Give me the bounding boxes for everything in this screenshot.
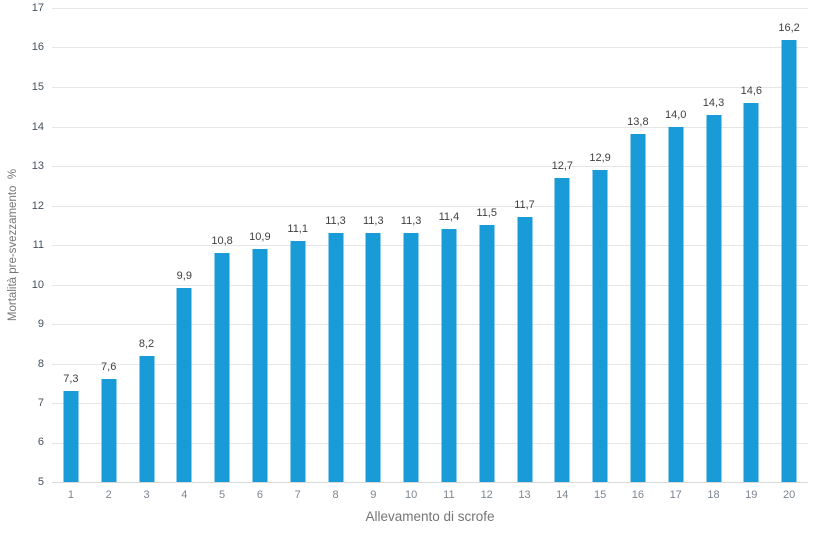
bar-value-label: 11,4 (438, 211, 460, 224)
gridline (52, 8, 808, 9)
y-axis: 5 6 7 8 9 10 11 12 13 14 15 16 17 (0, 2, 44, 488)
bar (403, 233, 419, 482)
x-axis-tick-label: 12 (480, 489, 493, 501)
bar (706, 114, 721, 482)
y-axis-tick-label: 16 (31, 41, 44, 54)
y-axis-tick-label: 11 (32, 239, 44, 251)
y-axis-tick-label: 13 (31, 159, 44, 172)
bar (252, 248, 268, 482)
bar (365, 233, 381, 482)
y-axis-tick-label: 6 (37, 436, 44, 449)
bar-value-label: 11,7 (514, 199, 535, 212)
x-axis-tick-label: 10 (404, 489, 418, 501)
x-axis-tick-label: 2 (105, 489, 112, 501)
x-axis-tick-label: 11 (443, 489, 455, 501)
gridline (52, 442, 808, 444)
bar (517, 217, 532, 482)
gridline (52, 363, 808, 365)
x-axis-tick-label: 14 (556, 489, 569, 501)
x-axis: 1 2 3 4 5 6 7 8 9 10 11 12 13 14 15 16 17 18 19 20 (52, 489, 808, 504)
gridline (52, 403, 808, 404)
x-axis-tick-label: 4 (181, 489, 188, 501)
y-axis-tick-label: 15 (31, 80, 44, 93)
gridline (52, 126, 808, 128)
bar-value-label: 11,1 (287, 223, 308, 236)
gridline (52, 323, 808, 325)
bar-value-label: 13,8 (627, 116, 649, 129)
bar (441, 229, 457, 482)
y-axis-tick-label: 10 (31, 278, 44, 291)
x-axis-tick-label: 1 (67, 489, 74, 501)
x-axis-tick-label: 13 (518, 489, 531, 501)
bar-value-label: 12,7 (551, 159, 574, 172)
x-axis-tick-label: 9 (370, 489, 377, 501)
bar (139, 355, 154, 482)
x-axis-title: Allevamento di scrofe (365, 509, 495, 524)
bar (101, 379, 117, 482)
x-axis-tick-label: 6 (256, 489, 263, 501)
bar-value-label: 8,2 (138, 337, 155, 350)
bar-value-label: 10,9 (249, 230, 271, 243)
bar (290, 241, 306, 482)
bar-value-label: 16,2 (778, 21, 800, 34)
x-axis-tick-label: 16 (631, 489, 645, 501)
x-axis-tick-label: 20 (782, 489, 796, 501)
y-axis-tick-label: 5 (37, 476, 44, 488)
x-axis-tick-label: 19 (745, 489, 758, 501)
plot-area: 7,3 7,6 8,2 9,9 10,8 10,9 11,1 11,3 11,3 11,3 11,4… (52, 8, 808, 483)
y-axis-tick-label: 8 (37, 357, 44, 370)
bar (630, 134, 646, 482)
x-axis-tick-label: 8 (332, 489, 339, 501)
bar (176, 288, 192, 482)
bar-value-label: 11,3 (325, 215, 346, 228)
x-axis-tick-label: 7 (294, 489, 301, 501)
bar-value-label: 7,3 (63, 373, 79, 386)
gridline (52, 165, 808, 167)
gridline (52, 47, 808, 49)
bar-value-label: 14,3 (702, 96, 725, 109)
y-axis-tick-label: 7 (37, 397, 44, 409)
bar-value-label: 11,3 (363, 215, 384, 228)
gridline (52, 284, 808, 286)
bar (479, 225, 495, 482)
bar (63, 391, 79, 482)
y-axis-tick-label: 17 (31, 2, 44, 14)
x-axis-baseline (52, 482, 808, 483)
x-axis-tick-label: 18 (707, 489, 720, 501)
gridline (52, 245, 808, 246)
gridline (52, 86, 808, 88)
bar (554, 177, 570, 482)
x-axis-tick-label: 5 (219, 489, 226, 501)
bar-value-label: 11,3 (400, 215, 422, 228)
bar-value-label: 11,5 (476, 207, 497, 220)
bar (743, 102, 759, 482)
x-axis-tick-label: 3 (143, 489, 150, 501)
y-axis-tick-label: 14 (31, 120, 44, 133)
bar-value-label: 14,0 (664, 108, 687, 121)
y-axis-tick-label: 9 (37, 317, 44, 330)
bar (214, 252, 230, 482)
bar-value-label: 12,9 (589, 151, 611, 164)
y-axis-tick-label: 12 (31, 199, 44, 212)
bar-value-label: 14,6 (740, 84, 763, 97)
bar (328, 233, 343, 482)
bar (592, 169, 608, 482)
bar-value-label: 10,8 (211, 234, 233, 247)
bar-value-label: 9,9 (176, 270, 192, 283)
bar-value-label: 7,6 (101, 361, 117, 374)
x-axis-tick-label: 17 (669, 489, 682, 501)
gridline (52, 205, 808, 207)
bar (781, 39, 797, 482)
x-axis-tick-label: 15 (593, 489, 607, 501)
bar (668, 126, 684, 482)
